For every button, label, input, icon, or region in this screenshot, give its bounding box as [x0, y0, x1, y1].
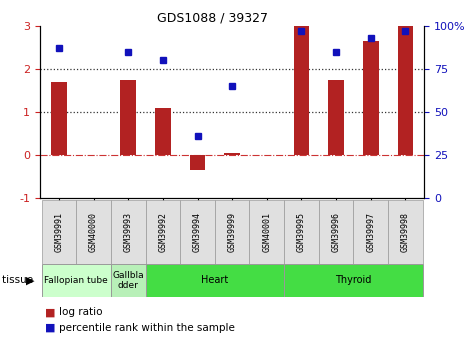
Bar — [111, 200, 145, 264]
Bar — [328, 80, 344, 155]
Bar — [284, 200, 319, 264]
Text: Fallopian tube: Fallopian tube — [45, 276, 108, 285]
Bar — [155, 108, 171, 155]
Bar — [398, 26, 413, 155]
Bar — [121, 80, 136, 155]
Text: GSM39994: GSM39994 — [193, 212, 202, 252]
Text: ▶: ▶ — [26, 275, 34, 285]
Bar — [319, 200, 354, 264]
Text: GSM40001: GSM40001 — [262, 212, 271, 252]
Text: GSM39995: GSM39995 — [297, 212, 306, 252]
Bar — [284, 264, 423, 297]
Text: GSM39991: GSM39991 — [54, 212, 63, 252]
Bar — [250, 200, 284, 264]
Bar — [111, 264, 145, 297]
Text: log ratio: log ratio — [59, 307, 102, 317]
Text: GSM39999: GSM39999 — [227, 212, 237, 252]
Bar — [215, 200, 250, 264]
Bar — [294, 26, 309, 155]
Text: GSM39998: GSM39998 — [401, 212, 410, 252]
Bar — [224, 153, 240, 155]
Text: ■: ■ — [45, 307, 55, 317]
Bar — [190, 155, 205, 170]
Bar — [42, 200, 76, 264]
Text: Thyroid: Thyroid — [335, 275, 371, 285]
Text: tissue: tissue — [2, 275, 37, 285]
Title: GDS1088 / 39327: GDS1088 / 39327 — [158, 12, 268, 25]
Bar — [76, 200, 111, 264]
Bar — [363, 41, 378, 155]
Bar — [145, 200, 180, 264]
Text: GSM39996: GSM39996 — [332, 212, 340, 252]
Text: percentile rank within the sample: percentile rank within the sample — [59, 323, 234, 333]
Text: GSM40000: GSM40000 — [89, 212, 98, 252]
Bar — [354, 200, 388, 264]
Bar — [145, 264, 284, 297]
Text: Heart: Heart — [201, 275, 228, 285]
Bar — [51, 82, 67, 155]
Text: GSM39993: GSM39993 — [124, 212, 133, 252]
Text: ■: ■ — [45, 323, 55, 333]
Bar — [388, 200, 423, 264]
Bar — [42, 264, 111, 297]
Text: GSM39997: GSM39997 — [366, 212, 375, 252]
Bar — [180, 200, 215, 264]
Text: GSM39992: GSM39992 — [159, 212, 167, 252]
Text: Gallbla
dder: Gallbla dder — [113, 270, 144, 290]
